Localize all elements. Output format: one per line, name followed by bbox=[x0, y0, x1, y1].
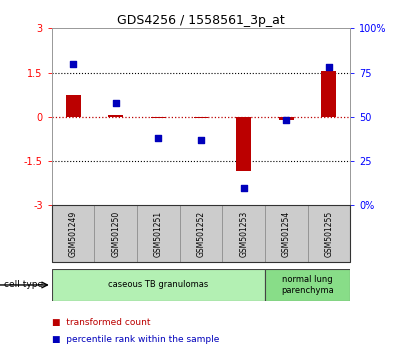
Bar bbox=[265, 205, 308, 262]
Bar bbox=[322, 71, 336, 117]
Point bbox=[283, 118, 289, 123]
Point bbox=[198, 137, 204, 143]
Bar bbox=[52, 205, 94, 262]
Text: GSM501250: GSM501250 bbox=[111, 211, 120, 257]
Bar bbox=[193, 117, 209, 118]
Text: GSM501254: GSM501254 bbox=[282, 211, 291, 257]
Bar bbox=[66, 95, 80, 117]
Bar bbox=[52, 269, 265, 301]
Text: GSM501255: GSM501255 bbox=[324, 211, 334, 257]
Bar bbox=[151, 117, 166, 118]
Text: normal lung
parenchyma: normal lung parenchyma bbox=[281, 275, 334, 295]
Title: GDS4256 / 1558561_3p_at: GDS4256 / 1558561_3p_at bbox=[117, 14, 285, 27]
Text: cell type: cell type bbox=[4, 280, 43, 290]
Text: ■  percentile rank within the sample: ■ percentile rank within the sample bbox=[52, 335, 219, 344]
Bar bbox=[279, 117, 294, 120]
Point bbox=[70, 61, 76, 67]
Text: GSM501253: GSM501253 bbox=[239, 211, 248, 257]
Text: GSM501249: GSM501249 bbox=[68, 211, 78, 257]
Bar bbox=[94, 205, 137, 262]
Bar bbox=[265, 269, 350, 301]
Point bbox=[155, 135, 162, 141]
Point bbox=[240, 185, 247, 190]
Text: GSM501251: GSM501251 bbox=[154, 211, 163, 257]
Text: ■  transformed count: ■ transformed count bbox=[52, 318, 150, 327]
Bar bbox=[236, 117, 251, 171]
Bar bbox=[179, 205, 222, 262]
Bar bbox=[222, 205, 265, 262]
Text: caseous TB granulomas: caseous TB granulomas bbox=[108, 280, 209, 290]
Bar bbox=[308, 205, 350, 262]
Text: GSM501252: GSM501252 bbox=[197, 211, 205, 257]
Bar bbox=[108, 115, 123, 117]
Point bbox=[326, 64, 332, 70]
Bar bbox=[137, 205, 179, 262]
Point bbox=[113, 100, 119, 105]
